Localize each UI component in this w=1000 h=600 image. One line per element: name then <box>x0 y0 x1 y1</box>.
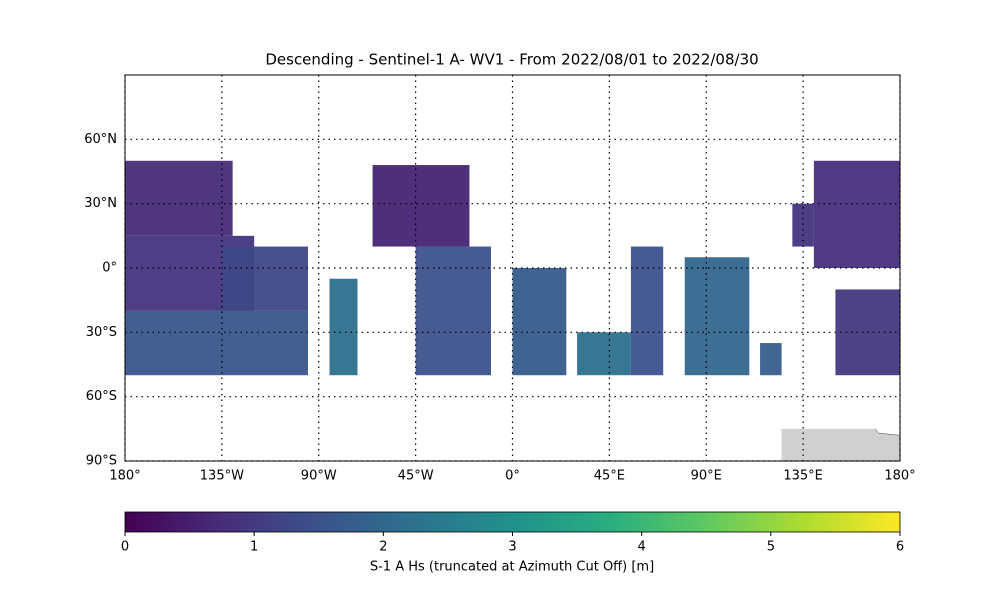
y-tick-label: 30°N <box>84 196 117 211</box>
x-tick-label: 45°W <box>398 469 434 484</box>
land <box>254 90 900 461</box>
hs-cell <box>415 246 491 376</box>
colorbar-label: S-1 A Hs (truncated at Azimuth Cut Off) … <box>370 560 654 575</box>
y-tick-label: 90°S <box>86 454 117 469</box>
hs-cell <box>329 278 358 376</box>
x-tick-label: 135°E <box>783 469 823 484</box>
hs-cell <box>372 165 470 247</box>
australia <box>758 292 842 350</box>
arctic-islands <box>254 90 372 109</box>
y-tick-label: 60°N <box>84 132 117 147</box>
x-tick-label: 90°E <box>691 469 722 484</box>
colorbar-tick-label: 6 <box>896 540 904 555</box>
hs-cell <box>684 257 750 376</box>
x-tick-label: 90°W <box>301 469 337 484</box>
x-tick-label: 180° <box>884 469 915 484</box>
colorbar-tick-label: 1 <box>250 540 258 555</box>
greenland <box>373 90 474 139</box>
hs-cell <box>792 203 814 247</box>
y-tick-label: 30°S <box>86 325 117 340</box>
hs-cell <box>630 246 664 376</box>
hs-cell <box>512 268 567 376</box>
hs-cell <box>760 343 782 376</box>
hs-cell <box>221 246 308 311</box>
colorbar-tick-label: 3 <box>508 540 516 555</box>
y-tick-label: 60°S <box>86 389 117 404</box>
colorbar <box>124 511 901 533</box>
x-tick-label: 45°E <box>594 469 625 484</box>
antarctica <box>781 428 900 461</box>
hs-cell <box>125 310 308 376</box>
hs-cell <box>125 160 233 236</box>
y-tick-label: 0° <box>102 261 117 276</box>
map-frame <box>124 74 901 462</box>
x-tick-label: 135°W <box>200 469 244 484</box>
colorbar-tick-label: 0 <box>121 540 129 555</box>
colorbar-tick-label: 5 <box>767 540 775 555</box>
x-tick-label: 0° <box>505 469 520 484</box>
colorbar-tick-label: 4 <box>638 540 646 555</box>
hs-cell <box>577 332 631 376</box>
colorbar-tick-label: 2 <box>379 540 387 555</box>
x-tick-label: 180° <box>109 469 140 484</box>
map-title: Descending - Sentinel-1 A- WV1 - From 20… <box>265 51 758 69</box>
hs-cell <box>813 160 900 268</box>
